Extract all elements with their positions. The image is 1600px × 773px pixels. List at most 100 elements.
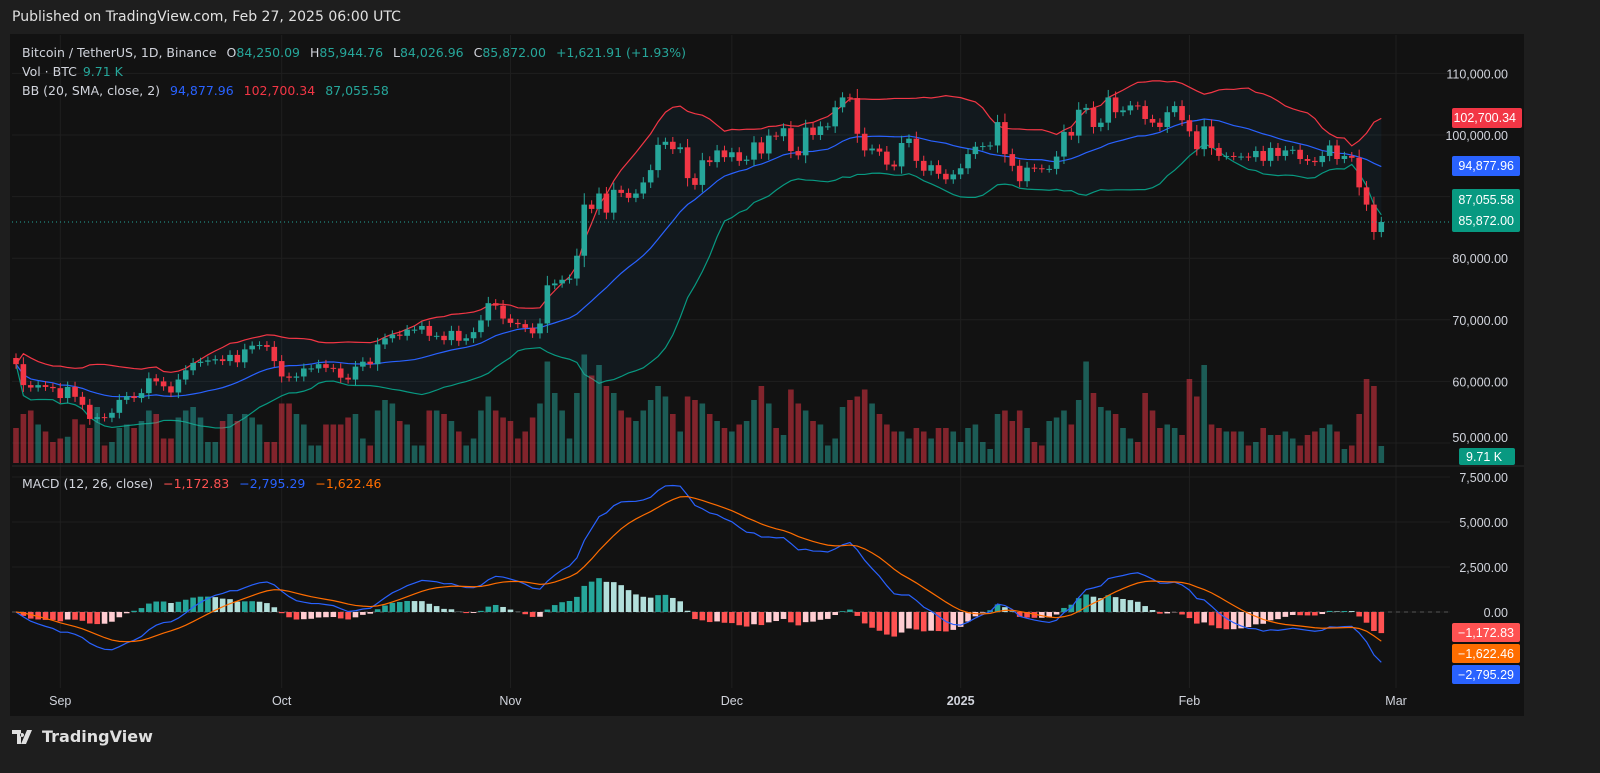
volume-label[interactable]: Vol · BTC xyxy=(22,64,77,79)
candle-body xyxy=(485,303,492,321)
macd-histogram-bar xyxy=(677,601,683,612)
tradingview-logo[interactable]: TradingView xyxy=(12,727,153,746)
macd-histogram-bar xyxy=(765,612,772,623)
candle-body xyxy=(1275,147,1281,156)
symbol-row: Bitcoin / TetherUS, 1D, Binance O84,250.… xyxy=(22,43,692,62)
volume-bar xyxy=(42,431,49,463)
candle-body xyxy=(979,146,986,148)
brand-name: TradingView xyxy=(42,727,153,746)
macd-histogram-bar xyxy=(1149,610,1156,612)
macd-histogram-bar xyxy=(227,599,233,612)
volume-bar xyxy=(861,389,868,463)
macd-histogram-bar xyxy=(382,605,388,612)
volume-bar xyxy=(529,417,536,463)
candle-body xyxy=(94,417,100,419)
candle-body xyxy=(1016,165,1023,182)
candle-body xyxy=(57,388,64,399)
time-axis-label: Oct xyxy=(272,694,292,708)
volume-bar xyxy=(1149,410,1156,463)
macd-histogram-bar xyxy=(950,612,957,630)
time-axis-label: Dec xyxy=(721,694,743,708)
macd-histogram-bar xyxy=(810,612,816,622)
candle-body xyxy=(765,135,772,154)
bb-basis-tag: 94,877.96 xyxy=(1458,159,1514,173)
macd-histogram-bar xyxy=(529,612,536,617)
volume-bar xyxy=(123,424,130,463)
macd-histogram-bar xyxy=(256,601,263,612)
macd-histogram-bar xyxy=(190,597,196,612)
macd-histogram-bar xyxy=(433,606,440,612)
bb-fill xyxy=(16,80,1382,428)
macd-histogram-bar xyxy=(647,597,654,612)
volume-bar xyxy=(1142,393,1148,463)
volume-bars xyxy=(13,354,1385,463)
candle-body xyxy=(898,143,905,167)
vol-tag-bg xyxy=(1459,448,1515,465)
volume-bar xyxy=(920,431,927,463)
volume-bar xyxy=(1053,417,1060,463)
macd-hist-tag-bg xyxy=(1452,623,1520,642)
candle-body xyxy=(773,135,779,137)
candle-body xyxy=(677,147,683,150)
macd-histogram-bar xyxy=(1289,612,1296,615)
volume-bar xyxy=(1326,424,1333,463)
macd-histogram-bar xyxy=(182,599,189,612)
volume-bar xyxy=(64,436,71,463)
candle-body xyxy=(1157,122,1163,127)
candle-body xyxy=(1371,204,1377,233)
candle-body xyxy=(692,178,698,185)
macd-histogram-bar xyxy=(241,601,248,612)
candle-body xyxy=(360,361,366,367)
volume-bar xyxy=(1157,428,1163,463)
bb-label[interactable]: BB (20, SMA, close, 2) xyxy=(22,83,161,98)
macd-histogram-bar xyxy=(1201,612,1207,623)
candle-body xyxy=(1216,147,1222,156)
volume-bar xyxy=(205,442,211,463)
macd-histogram-bar xyxy=(360,612,366,615)
volume-bar xyxy=(1275,435,1281,463)
close-value: 85,872.00 xyxy=(482,45,546,60)
macd-histogram-bar xyxy=(854,612,861,616)
bb-basis-tag-bg xyxy=(1452,156,1520,176)
macd-label[interactable]: MACD (12, 26, close) xyxy=(22,476,154,491)
volume-bar xyxy=(588,375,595,463)
macd-histogram-bar xyxy=(1304,612,1311,616)
macd-histogram-bar xyxy=(1134,601,1141,612)
macd-histogram-bar xyxy=(197,596,204,612)
macd-histogram-bar xyxy=(168,602,174,612)
close-label: C xyxy=(473,45,483,60)
candle-body xyxy=(751,142,757,160)
candle-body xyxy=(1105,97,1112,123)
time-axis-label: Sep xyxy=(49,694,71,708)
published-header: Published on TradingView.com, Feb 27, 20… xyxy=(12,9,401,25)
macd-histogram-bar xyxy=(1326,610,1333,612)
candle-body xyxy=(1223,155,1230,157)
macd-histogram-bar xyxy=(780,612,787,619)
volume-bar xyxy=(286,403,292,463)
macd-histogram-bar xyxy=(825,612,831,619)
candle-body xyxy=(286,376,292,378)
volume-bar xyxy=(1297,445,1303,463)
candle-body xyxy=(101,417,108,419)
bb-lower-value: 87,055.58 xyxy=(325,83,389,98)
macd-histogram-bar xyxy=(323,612,329,618)
macd-histogram-bar xyxy=(123,612,130,614)
volume-bar xyxy=(551,393,558,463)
volume-bar xyxy=(374,410,381,463)
volume-bar xyxy=(832,438,838,463)
symbol-title[interactable]: Bitcoin / TetherUS, 1D, Binance xyxy=(22,45,217,60)
volume-bar xyxy=(647,400,654,463)
volume-bar xyxy=(13,428,19,463)
macd-histogram-bar xyxy=(692,612,698,620)
volume-bar xyxy=(1083,361,1089,463)
candle-body xyxy=(1304,159,1311,161)
open-label: O xyxy=(226,45,237,60)
candle-body xyxy=(1230,155,1237,157)
volume-bar xyxy=(1098,407,1104,463)
macd-histogram-bar xyxy=(928,612,934,631)
candle-body xyxy=(610,189,617,213)
macd-histogram-bar xyxy=(751,612,757,625)
candle-body xyxy=(1348,155,1355,158)
candle-body xyxy=(736,152,743,161)
